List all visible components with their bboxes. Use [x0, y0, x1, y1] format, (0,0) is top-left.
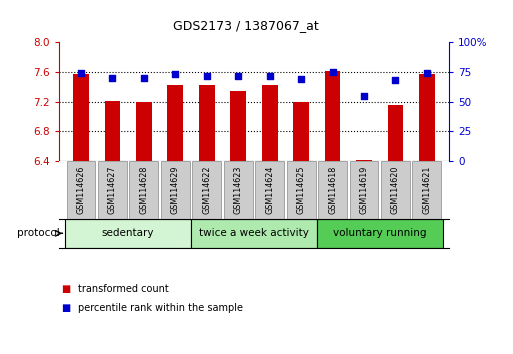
Point: [391, 78, 400, 83]
Text: GDS2173 / 1387067_at: GDS2173 / 1387067_at: [173, 19, 319, 32]
Point: [77, 70, 85, 76]
Bar: [230, 91, 246, 161]
Bar: [199, 85, 214, 161]
Text: GSM114625: GSM114625: [297, 166, 306, 214]
Text: GSM114626: GSM114626: [76, 166, 86, 214]
Bar: [161, 161, 190, 219]
Bar: [65, 219, 191, 248]
Point: [423, 70, 431, 76]
Bar: [129, 161, 159, 219]
Bar: [381, 161, 410, 219]
Point: [140, 75, 148, 81]
Bar: [349, 161, 379, 219]
Text: GSM114623: GSM114623: [234, 166, 243, 214]
Text: sedentary: sedentary: [102, 228, 154, 238]
Bar: [224, 161, 253, 219]
Text: GSM114620: GSM114620: [391, 166, 400, 214]
Text: GSM114622: GSM114622: [202, 166, 211, 214]
Point: [203, 73, 211, 79]
Point: [108, 75, 116, 81]
Bar: [262, 85, 278, 161]
Point: [328, 69, 337, 75]
Text: GSM114629: GSM114629: [171, 166, 180, 214]
Bar: [192, 161, 221, 219]
Bar: [67, 161, 95, 219]
Bar: [255, 161, 284, 219]
Text: twice a week activity: twice a week activity: [199, 228, 309, 238]
Text: GSM114627: GSM114627: [108, 166, 117, 214]
Text: GSM114621: GSM114621: [422, 166, 431, 214]
Text: protocol: protocol: [17, 228, 60, 238]
Text: ■: ■: [62, 303, 71, 313]
Point: [297, 76, 305, 82]
Bar: [136, 102, 152, 161]
Bar: [98, 161, 127, 219]
Bar: [412, 161, 441, 219]
Text: ■: ■: [62, 284, 71, 293]
Bar: [419, 74, 435, 161]
Text: transformed count: transformed count: [78, 284, 169, 293]
Bar: [387, 105, 403, 161]
Bar: [317, 219, 443, 248]
Point: [266, 73, 274, 79]
Bar: [105, 101, 121, 161]
Bar: [167, 85, 183, 161]
Point: [234, 73, 242, 79]
Bar: [293, 102, 309, 161]
Bar: [325, 72, 341, 161]
Bar: [73, 74, 89, 161]
Text: GSM114624: GSM114624: [265, 166, 274, 214]
Bar: [318, 161, 347, 219]
Text: GSM114619: GSM114619: [360, 166, 368, 214]
Bar: [356, 160, 372, 161]
Point: [360, 93, 368, 99]
Text: GSM114618: GSM114618: [328, 166, 337, 214]
Bar: [191, 219, 317, 248]
Bar: [287, 161, 315, 219]
Point: [171, 72, 180, 77]
Text: voluntary running: voluntary running: [333, 228, 426, 238]
Text: percentile rank within the sample: percentile rank within the sample: [78, 303, 244, 313]
Text: GSM114628: GSM114628: [140, 166, 148, 214]
